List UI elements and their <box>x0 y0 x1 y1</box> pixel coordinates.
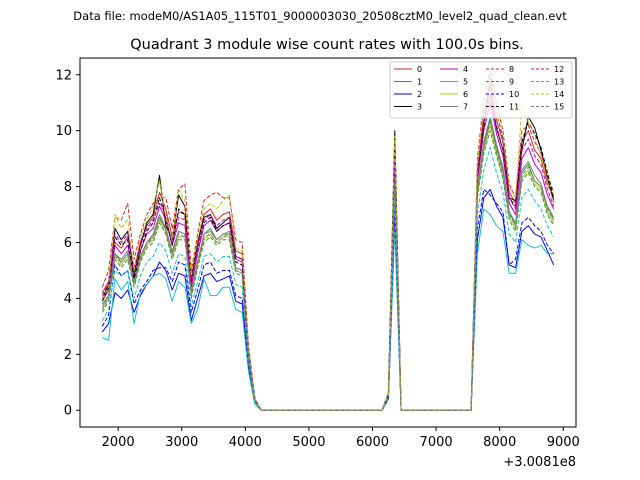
legend-label-11: 11 <box>509 103 519 112</box>
legend-label-3: 3 <box>417 103 422 112</box>
legend-box <box>389 61 573 119</box>
x-tick-label-4000: 4000 <box>229 435 262 450</box>
legend-label-6: 6 <box>463 90 468 99</box>
x-tick-label-9000: 9000 <box>547 435 580 450</box>
y-tick-label-0: 0 <box>64 404 72 419</box>
x-axis: 2000 3000 4000 5000 6000 7000 8000 9000 <box>102 427 580 450</box>
legend-label-9: 9 <box>509 78 514 87</box>
plot-lines <box>101 68 555 411</box>
legend-label-13: 13 <box>554 78 564 87</box>
x-tick-label-5000: 5000 <box>292 435 325 450</box>
y-tick-label-12: 12 <box>55 68 72 83</box>
plot-frame <box>79 57 577 428</box>
legend-label-10: 10 <box>509 90 519 99</box>
x-tick-label-2000: 2000 <box>102 435 135 450</box>
y-tick-label-10: 10 <box>55 124 72 139</box>
legend-label-0: 0 <box>417 65 422 74</box>
series-line-14 <box>101 79 555 411</box>
y-tick-label-6: 6 <box>64 236 72 251</box>
legend-label-4: 4 <box>463 65 468 74</box>
legend-label-15: 15 <box>554 103 564 112</box>
chart-title: Quadrant 3 module wise count rates with … <box>130 37 524 53</box>
x-tick-label-6000: 6000 <box>356 435 389 450</box>
legend-label-12: 12 <box>554 65 564 74</box>
y-tick-label-8: 8 <box>64 180 72 195</box>
figure-suptitle: Data file: modeM0/AS1A05_115T01_90000030… <box>73 9 567 23</box>
legend-label-8: 8 <box>509 65 514 74</box>
x-tick-label-3000: 3000 <box>165 435 198 450</box>
x-tick-label-8000: 8000 <box>483 435 516 450</box>
x-offset-label: +3.0081e8 <box>503 455 576 470</box>
legend-label-1: 1 <box>417 78 422 87</box>
y-tick-label-4: 4 <box>64 292 72 307</box>
x-tick-label-7000: 7000 <box>420 435 453 450</box>
legend-label-14: 14 <box>554 90 564 99</box>
y-axis: 0 2 4 6 8 10 12 <box>55 68 80 419</box>
legend-label-5: 5 <box>463 78 468 87</box>
legend-label-2: 2 <box>417 90 422 99</box>
legend-label-7: 7 <box>463 103 468 112</box>
y-tick-label-2: 2 <box>64 348 72 363</box>
